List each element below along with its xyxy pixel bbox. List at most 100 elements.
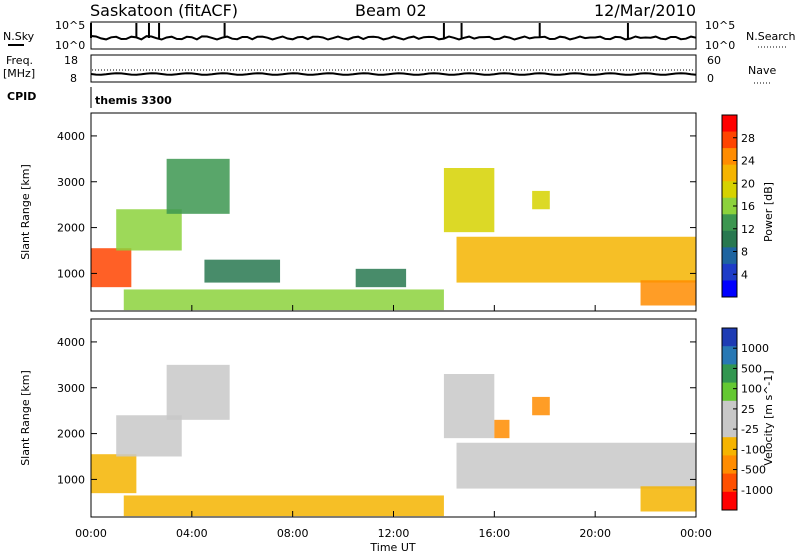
colorbar-tick-label: 24 [741,155,755,168]
echo-region [166,364,230,420]
colorbar-cell [722,437,737,456]
colorbar-cell [722,419,737,438]
noise-left-tick-bottom: 10^0 [55,39,85,52]
colorbar-cell [722,346,737,365]
velocity-ylabel: Slant Range [km] [19,370,32,466]
colorbar-cell [722,473,737,493]
colorbar-cell [722,455,737,475]
echo-region [166,158,230,214]
colorbar-tick-label: 100 [741,383,762,396]
noise-right-tick-bottom: 10^0 [705,39,735,52]
colorbar-cell [722,247,737,265]
freq-left-label-2: [MHz] [3,67,35,80]
echo-region [91,248,132,288]
colorbar-cell [722,328,737,347]
freq-trace [90,72,697,76]
colorbar-tick-label: 500 [741,362,762,375]
freq-right-tick-top: 60 [707,54,721,67]
velocity-colorbar: 1000 500 100 25 -25 -100 -500 -1000 [721,327,773,511]
colorbar-tick-label: -25 [741,423,759,436]
colorbar-cell [722,115,737,133]
colorbar-cell [722,181,737,199]
echo-region [123,289,444,311]
x-tick-label: 20:00 [579,527,611,540]
echo-region [456,236,696,283]
station-title: Saskatoon (fitACF) [90,1,238,20]
y-tick-label: 3000 [57,176,85,189]
colorbar-cell [722,364,737,384]
beam-title: Beam 02 [355,1,427,20]
x-tick-label: 00:00 [75,527,107,540]
echo-region [116,209,182,251]
freq-left-tick-top: 18 [64,54,78,67]
freq-panel-frame [90,54,697,83]
colorbar-tick-label: 1000 [741,342,769,355]
colorbar-cell [722,164,737,182]
x-tick-label: 16:00 [478,527,510,540]
echo-region [456,442,696,489]
colorbar-cell [722,230,737,248]
colorbar-tick-label: 20 [741,177,755,190]
colorbar-tick-label: 8 [741,246,748,259]
x-tick-label: 04:00 [176,527,208,540]
y-tick-label: 4000 [57,336,85,349]
cpid-label: CPID [7,90,36,103]
echo-region [116,415,182,457]
date-title: 12/Mar/2010 [594,1,696,20]
x-tick-label: 00:00 [680,527,712,540]
colorbar-cell [722,263,737,281]
noise-right-label: N.Search [746,30,796,43]
colorbar-tick-label: -500 [741,464,766,477]
colorbar-cell [722,214,737,232]
freq-left-label-1: Freq. [6,54,33,67]
power-yaxis: 4000 3000 2000 1000 [57,130,696,280]
echo-region [355,268,407,288]
freq-line [90,72,697,76]
cpid-value: themis 3300 [95,94,172,107]
x-tick-label: 08:00 [277,527,309,540]
colorbar-cell [722,197,737,215]
colorbar-frame [721,327,738,511]
power-echoes [91,158,696,311]
colorbar-cell [722,491,737,511]
echo-region [123,495,444,517]
echo-region [443,168,495,233]
y-tick-label: 1000 [57,473,85,486]
noise-left-label: N.Sky [3,30,35,43]
y-tick-label: 2000 [57,428,85,441]
noise-sky-line [90,35,697,41]
x-tick-label: 12:00 [378,527,410,540]
velocity-colorbar-label: Velocity [m s^-1] [762,370,775,465]
noise-right-tick-top: 10^5 [705,19,735,32]
colorbar-cell [722,131,737,149]
colorbar-cell [722,148,737,166]
echo-region [640,486,696,512]
colorbar-tick-label: 16 [741,200,755,213]
echo-region [532,190,550,210]
colorbar-tick-label: -1000 [741,484,773,497]
echo-region [494,419,510,439]
noise-traces [90,23,697,41]
colorbar-tick-label: 4 [741,268,748,281]
colorbar-tick-label: 28 [741,132,755,145]
time-axis: 00:00 04:00 08:00 12:00 16:00 20:00 00:00 [75,305,712,540]
echo-region [640,280,696,306]
power-ylabel: Slant Range [km] [19,164,32,260]
freq-right-tick-bottom: 0 [707,72,714,85]
velocity-echoes [91,364,696,517]
colorbar-cell [722,400,737,420]
velocity-yaxis: 4000 3000 2000 1000 [57,336,696,486]
freq-right-label: Nave [748,64,776,77]
y-tick-label: 1000 [57,267,85,280]
y-tick-label: 3000 [57,382,85,395]
y-tick-label: 2000 [57,222,85,235]
colorbar-tick-label: 12 [741,223,755,236]
xlabel: Time UT [369,541,415,554]
y-tick-label: 4000 [57,130,85,143]
freq-left-tick-bottom: 8 [70,72,77,85]
noise-left-tick-top: 10^5 [55,19,85,32]
power-colorbar: 28 24 20 16 12 8 4 [721,114,755,298]
colorbar-tick-label: 25 [741,403,755,416]
echo-region [443,374,495,439]
